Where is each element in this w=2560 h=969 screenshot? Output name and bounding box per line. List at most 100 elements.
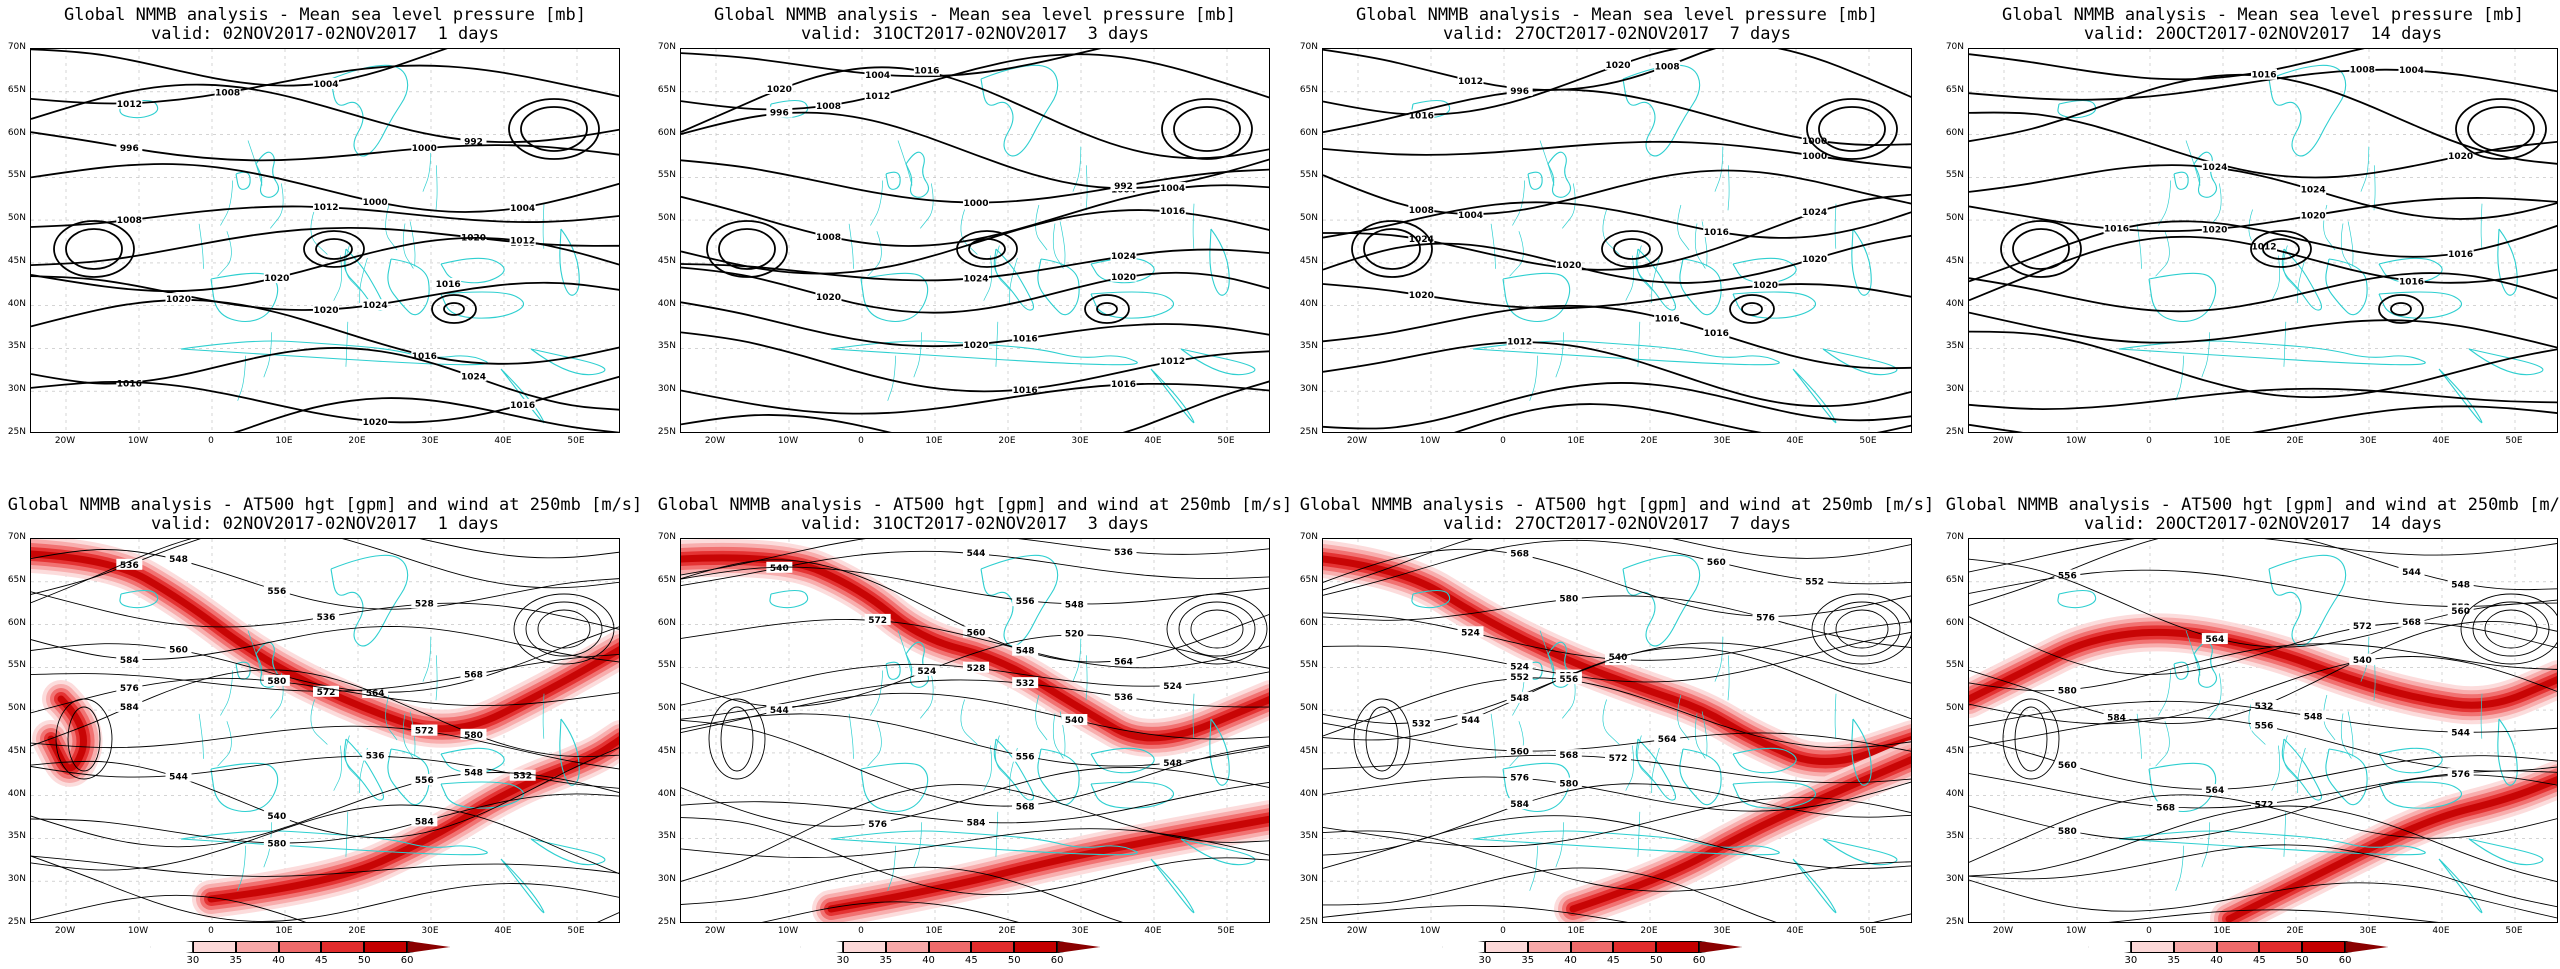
contour-label-bg [1061,627,1088,639]
coastline [210,762,279,813]
latitude-label: 60N [1945,127,1964,138]
border-line [345,811,349,857]
contour-label: 1020 [1409,291,1434,301]
latitude-label: 45N [657,255,676,266]
contour-label: 564 [2205,635,2224,645]
border-line [2208,673,2222,719]
contour-label-bg [1555,592,1582,604]
coastline [1180,838,1256,866]
contour-label-bg [1801,575,1828,587]
colorbar-segment [2259,941,2303,953]
map-area[interactable]: 5525605685725765805845245245285325405445… [1322,538,1912,923]
contour-label: 1012 [510,236,535,246]
coastline [2378,291,2463,319]
closed-contour [1166,593,1268,665]
latitude-label: 25N [1945,917,1964,927]
contour-label-bg [963,547,989,559]
contour-label: 540 [770,564,789,574]
map-area[interactable]: 5445485525565605645685725765805845325365… [1968,538,2558,923]
closed-contour [1613,238,1651,260]
border-line [2347,711,2354,757]
contour-label-bg [2447,578,2474,590]
panel-title-line2: valid: 02NOV2017-02NOV2017 1 days [151,24,499,44]
contour-label: 580 [2058,687,2077,697]
border-line [887,355,897,401]
map-area[interactable]: 1000100410081012101610201004996992100010… [680,48,1270,433]
border-line [2480,203,2483,249]
colorbar-segment [2130,941,2174,953]
contour-label: 1024 [1111,252,1136,262]
contour-label: 536 [1114,693,1133,703]
coastline [2281,248,2323,311]
longitude-label: 0 [2146,926,2152,936]
border-line [1052,713,1064,759]
contour-label: 1024 [2202,163,2227,173]
latitude-label: 30N [1945,384,1964,395]
colorbar-tick-label: 40 [2210,955,2223,966]
latitude-label: 25N [657,427,676,437]
coastline [1150,858,1195,914]
contour-label: 576 [120,684,139,694]
contour-label: 564 [2205,786,2224,796]
contour-label-bg [1801,252,1828,264]
colorbar-segment [278,941,322,953]
contour-label: 544 [770,706,789,716]
latitude-label: 55N [1945,660,1964,671]
isobar-contour [681,692,1269,740]
panel-title: Global NMMB analysis - AT500 hgt [gpm] a… [0,496,650,534]
contour-label: 1004 [313,80,338,90]
contour-label-bg [2447,768,2474,780]
map-area[interactable]: 1008101210161020100099699610001004100810… [1322,48,1912,433]
latitude-label: 35N [1299,831,1318,842]
closed-contour [2014,706,2048,772]
contour-label: 580 [1559,780,1578,790]
coastline [2118,830,2426,856]
contour-label-bg [963,816,989,828]
map-area[interactable]: 5365485565285365685845645605685725765805… [30,538,620,923]
isobar-contour [31,725,619,770]
jet-shading [681,554,1269,742]
contour-label-bg [1408,717,1435,729]
longitude-label: 40E [1144,926,1162,936]
coastline [830,340,1138,366]
contour-label: 1020 [1605,61,1630,71]
contour-label: 1020 [1802,255,1827,265]
coastline [530,348,606,376]
closed-contour [1823,601,1901,657]
contour-label: 1004 [1458,211,1483,221]
coastline [330,554,409,647]
border-line [1539,630,1555,676]
border-line [2480,693,2483,739]
contour-label-bg [263,272,290,284]
latitude-label: 55N [7,170,26,181]
latitude-label: 30N [7,384,26,395]
isobar-contour [1323,234,1911,284]
contour-label-bg [1159,355,1186,367]
border-line [1727,655,1730,701]
coastline [2497,718,2518,786]
contour-label-bg [1703,226,1730,238]
colorbar-segment [321,941,365,953]
contour-label: 1016 [436,280,461,290]
map-area[interactable]: 1004100810121016101610201024102410201020… [1968,48,2558,433]
latitude-label: 50N [657,213,676,224]
isobar-contour [1969,405,2557,432]
coastline [1679,258,1722,316]
colorbar-segment [2173,941,2217,953]
coastline [440,781,525,809]
longitude-label: 20W [1992,926,2014,936]
latitude-label: 25N [1945,427,1964,437]
contour-label-bg [2201,784,2228,796]
contour-label: 580 [464,731,483,741]
colorbar-segment [842,941,886,953]
coastline [1822,348,1898,376]
longitude-label: 50E [567,436,585,446]
coastline [2468,348,2544,376]
latitude-label: 70N [7,532,26,542]
longitude-label: 0 [1500,436,1506,446]
map-area[interactable]: 528 536 540 544 548 556 564 560 572 548 524 520 524 5… [680,538,1270,923]
closed-contour [1096,302,1118,316]
latitude-label: 60N [1299,127,1318,138]
map-area[interactable]: 1004 1008 1012 1016 992 1000 996 1000 1004 1008 10… [30,48,620,433]
contour-label-bg [815,100,842,112]
